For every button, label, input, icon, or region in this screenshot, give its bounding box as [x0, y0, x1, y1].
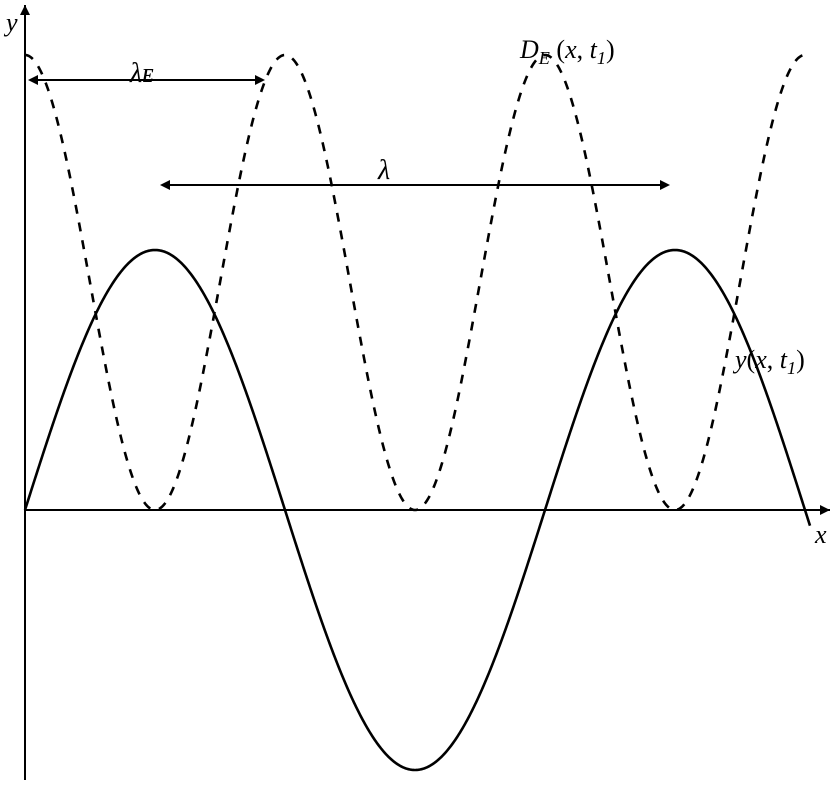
waves — [25, 55, 810, 770]
lambda-e-text: λᴇ — [130, 58, 153, 89]
annotations — [28, 75, 670, 190]
x-axis-label: x — [815, 520, 827, 550]
energy-wave-label: DE (x, t1) — [520, 35, 615, 69]
lambda-label: λ — [378, 155, 390, 187]
displacement-wave-label: y(x, t1) — [735, 345, 805, 379]
axes — [20, 5, 830, 780]
energy-wave — [25, 55, 810, 510]
lambda-text: λ — [378, 155, 390, 186]
y-axis-label: y — [6, 8, 18, 38]
lambda-e-label: λᴇ — [130, 58, 153, 90]
wave-diagram — [0, 0, 840, 790]
